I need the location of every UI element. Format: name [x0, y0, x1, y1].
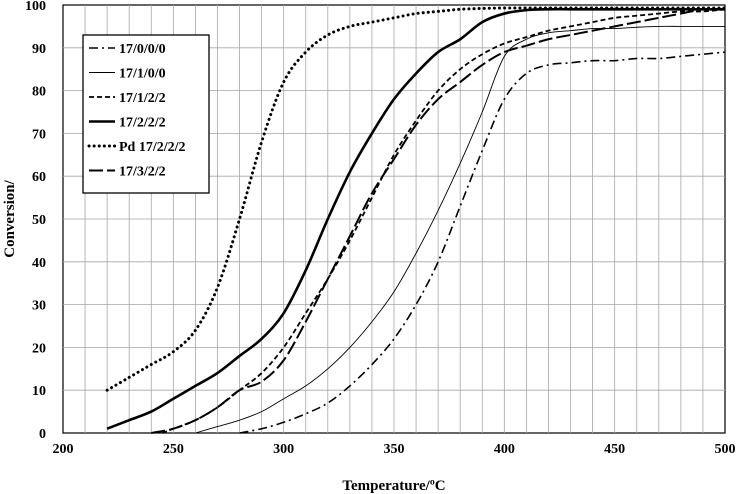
y-tick-label: 50	[32, 213, 46, 228]
x-tick-label: 400	[494, 442, 515, 457]
tick-labels: 200 250 300 350 400 450 500 0 10 20 30 40 50 60 70 80 90…	[25, 0, 736, 457]
x-tick-label: 200	[53, 442, 74, 457]
y-tick-label: 20	[32, 341, 46, 356]
x-tick-label: 500	[715, 442, 736, 457]
y-tick-label: 40	[32, 256, 46, 271]
series-line-17-1-2-2	[161, 8, 726, 434]
x-tick-label: 250	[163, 442, 184, 457]
legend-label-17-2-2-2: 17/2/2/2	[119, 116, 166, 131]
x-tick-label: 450	[604, 442, 625, 457]
series-group	[105, 6, 727, 434]
series-line-17-1-0-0	[195, 25, 725, 434]
x-tick-label: 300	[273, 442, 294, 457]
y-tick-label: 90	[32, 42, 46, 57]
y-tick-label: 70	[32, 127, 46, 142]
legend-label-17-3-2-2: 17/3/2/2	[119, 165, 166, 180]
legend-label-17-1-0-0: 17/1/0/0	[119, 67, 166, 82]
x-tick-label: 350	[384, 442, 405, 457]
y-tick-label: 60	[32, 170, 46, 185]
grid	[63, 5, 725, 433]
y-tick-label: 10	[32, 384, 46, 399]
legend-label-17-0-0-0: 17/0/0/0	[119, 42, 166, 57]
legend: 17/0/0/0 17/1/0/0 17/1/2/2 17/2/2/2 Pd 17/2/…	[82, 34, 210, 194]
legend-label-pd-17-2-2-2: Pd 17/2/2/2	[119, 140, 186, 155]
series-line-17-3-2-2	[151, 7, 726, 434]
y-tick-label: 0	[39, 427, 46, 442]
y-tick-label: 100	[25, 0, 46, 14]
series-line-17-2-2-2	[106, 7, 725, 430]
x-axis-label: Temperature/ºC	[342, 478, 445, 494]
legend-label-17-1-2-2: 17/1/2/2	[119, 91, 166, 106]
y-tick-label: 30	[32, 299, 46, 314]
y-tick-label: 80	[32, 85, 46, 100]
series-line-17-0-0-0	[239, 51, 726, 434]
series-line-pd-17-2-2-2	[105, 6, 727, 392]
y-axis-label: Conversion/	[2, 179, 18, 257]
legend-box	[82, 34, 210, 194]
